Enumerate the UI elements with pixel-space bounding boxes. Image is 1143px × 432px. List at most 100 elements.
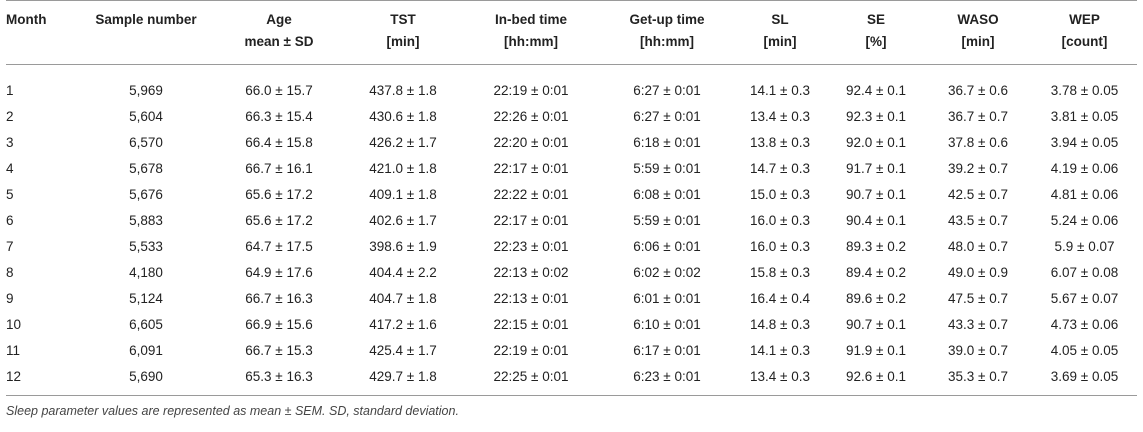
table-cell: 6:01 ± 0:01: [633, 290, 701, 306]
table-header: Month Sample number Age TST In-bed time Get-u…: [6, 1, 1137, 65]
header-row-1: Month Sample number Age TST In-bed time Get-u…: [6, 1, 1137, 35]
table-cell: 4.05 ± 0.05: [1050, 342, 1119, 358]
table-row: 8 4,180 64.9 ± 17.6 404.4 ± 2.2 22:13 ± 0:02…: [6, 259, 1137, 285]
table-cell: 90.7 ± 0.1: [846, 186, 906, 202]
table-cell: 5,676: [129, 186, 163, 202]
table-cell: 90.7 ± 0.1: [846, 316, 906, 332]
table-cell: 16.0 ± 0.3: [750, 212, 810, 228]
table-cell: 402.6 ± 1.7: [369, 212, 437, 228]
column-header: WASO: [957, 12, 999, 27]
table-cell: 66.7 ± 16.1: [245, 160, 313, 176]
table-cell: 5,690: [129, 368, 163, 384]
table-row: 5 5,676 65.6 ± 17.2 409.1 ± 1.8 22:22 ± 0:01…: [6, 181, 1137, 207]
table-cell: 22:17 ± 0:01: [493, 212, 569, 228]
table-cell: 6:18 ± 0:01: [633, 134, 701, 150]
table-cell: 6,605: [129, 316, 163, 332]
table-cell: 66.4 ± 15.8: [245, 134, 313, 150]
column-header: In-bed time: [494, 12, 567, 27]
column-header: Sample number: [95, 12, 197, 27]
table-cell: 49.0 ± 0.9: [948, 264, 1008, 280]
table-cell: 9: [6, 290, 14, 306]
table-cell: 43.3 ± 0.7: [948, 316, 1008, 332]
table-cell: 5,883: [129, 212, 163, 228]
table-cell: 22:13 ± 0:01: [493, 290, 569, 306]
table-cell: 64.9 ± 17.6: [245, 264, 313, 280]
table-cell: 22:15 ± 0:01: [493, 316, 569, 332]
table-cell: 4.19 ± 0.06: [1050, 160, 1119, 176]
table-cell: 22:23 ± 0:01: [493, 238, 569, 254]
table-cell: 409.1 ± 1.8: [369, 186, 437, 202]
table-cell: 66.7 ± 16.3: [245, 290, 313, 306]
column-header-unit: [count]: [1061, 34, 1108, 49]
column-header: TST: [390, 12, 416, 27]
column-header-unit: [hh:mm]: [640, 34, 694, 49]
table-cell: 6:23 ± 0:01: [633, 368, 701, 384]
table-cell: 4.73 ± 0.06: [1050, 316, 1119, 332]
table-cell: 37.8 ± 0.6: [948, 134, 1008, 150]
table-row: 9 5,124 66.7 ± 16.3 404.7 ± 1.8 22:13 ± 0:01…: [6, 285, 1137, 311]
table-cell: 14.1 ± 0.3: [750, 82, 810, 98]
table-row: 1 5,969 66.0 ± 15.7 437.8 ± 1.8 22:19 ± 0:01…: [6, 77, 1137, 103]
table-cell: 66.7 ± 15.3: [245, 342, 313, 358]
table-cell: 22:25 ± 0:01: [493, 368, 569, 384]
table-cell: 6,570: [129, 134, 163, 150]
table-cell: 39.0 ± 0.7: [948, 342, 1008, 358]
table-cell: 417.2 ± 1.6: [369, 316, 437, 332]
table-cell: 4,180: [129, 264, 163, 280]
table-cell: 437.8 ± 1.8: [369, 82, 437, 98]
table-cell: 47.5 ± 0.7: [948, 290, 1008, 306]
column-header-unit: [min]: [386, 34, 420, 49]
table-cell: 5.67 ± 0.07: [1050, 290, 1119, 306]
table-cell: 3.69 ± 0.05: [1050, 368, 1119, 384]
table-cell: 13.4 ± 0.3: [750, 368, 810, 384]
table-cell: 22:26 ± 0:01: [493, 108, 569, 124]
table-cell: 43.5 ± 0.7: [948, 212, 1008, 228]
column-header: SE: [866, 12, 885, 27]
table-cell: 92.3 ± 0.1: [846, 108, 906, 124]
table-row: 7 5,533 64.7 ± 17.5 398.6 ± 1.9 22:23 ± 0:01…: [6, 233, 1137, 259]
table-cell: 5.24 ± 0.06: [1050, 212, 1119, 228]
column-header-unit: [hh:mm]: [504, 34, 558, 49]
table-cell: 5:59 ± 0:01: [633, 212, 701, 228]
table-cell: 5,533: [129, 238, 163, 254]
table-body: 1 5,969 66.0 ± 15.7 437.8 ± 1.8 22:19 ± 0:01…: [6, 65, 1137, 396]
column-header: WEP: [1069, 12, 1100, 27]
table-cell: 10: [6, 316, 22, 332]
table-cell: 404.7 ± 1.8: [369, 290, 437, 306]
table-cell: 6:02 ± 0:02: [633, 264, 701, 280]
table-cell: 6:06 ± 0:01: [633, 238, 701, 254]
table-cell: 5:59 ± 0:01: [633, 160, 701, 176]
table-cell: 91.9 ± 0.1: [846, 342, 906, 358]
table-cell: 22:17 ± 0:01: [493, 160, 569, 176]
table-cell: 5,124: [129, 290, 163, 306]
table-row: 10 6,605 66.9 ± 15.6 417.2 ± 1.6 22:15 ± 0:0…: [6, 311, 1137, 337]
column-header-unit: [min]: [961, 34, 995, 49]
table-cell: 5: [6, 186, 14, 202]
table-cell: 7: [6, 238, 14, 254]
table-cell: 6:17 ± 0:01: [633, 342, 701, 358]
table-cell: 22:20 ± 0:01: [493, 134, 569, 150]
table-cell: 42.5 ± 0.7: [948, 186, 1008, 202]
table-row: 11 6,091 66.7 ± 15.3 425.4 ± 1.7 22:19 ± 0:0…: [6, 337, 1137, 363]
table-row: 6 5,883 65.6 ± 17.2 402.6 ± 1.7 22:17 ± 0:01…: [6, 207, 1137, 233]
table-cell: 16.0 ± 0.3: [750, 238, 810, 254]
table-cell: 11: [6, 342, 21, 358]
table-cell: 398.6 ± 1.9: [369, 238, 437, 254]
column-header: Get-up time: [629, 12, 705, 27]
column-header: Age: [266, 12, 292, 27]
table-cell: 6:27 ± 0:01: [633, 82, 701, 98]
table-cell: 5,969: [129, 82, 163, 98]
table-cell: 15.0 ± 0.3: [750, 186, 810, 202]
sleep-parameters-table: Month Sample number Age TST In-bed time Get-u…: [6, 0, 1137, 396]
table-page: Month Sample number Age TST In-bed time Get-u…: [6, 0, 1137, 418]
table-row: 3 6,570 66.4 ± 15.8 426.2 ± 1.7 22:20 ± 0:01…: [6, 129, 1137, 155]
table-cell: 65.3 ± 16.3: [245, 368, 313, 384]
table-cell: 426.2 ± 1.7: [369, 134, 437, 150]
table-cell: 4: [6, 160, 14, 176]
table-cell: 6:27 ± 0:01: [633, 108, 701, 124]
column-header-unit: [6, 34, 80, 65]
column-header: Month: [6, 12, 47, 27]
column-header-unit: [%]: [865, 34, 887, 49]
table-cell: 6.07 ± 0.08: [1050, 264, 1119, 280]
table-cell: 5.9 ± 0.07: [1054, 238, 1115, 254]
